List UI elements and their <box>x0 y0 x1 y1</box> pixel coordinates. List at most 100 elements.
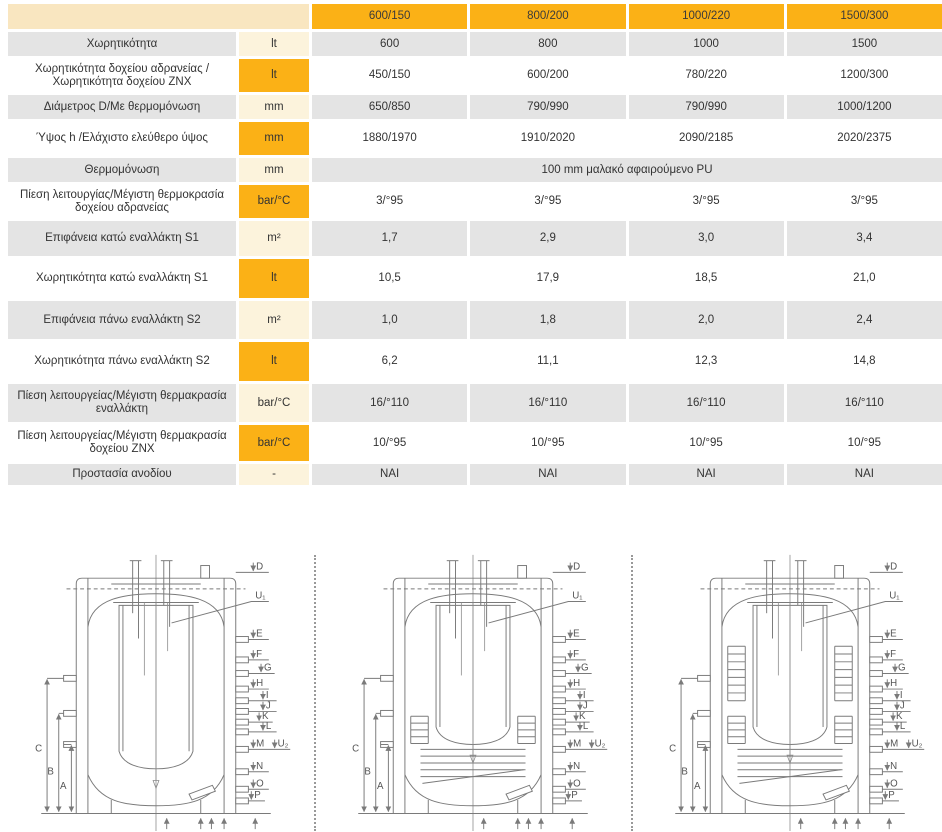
port-label-f: F <box>890 649 896 660</box>
port-label-f: F <box>573 649 579 660</box>
port-label-e: E <box>256 629 263 640</box>
spec-value: 1200/300 <box>786 59 942 92</box>
port-label-h: H <box>573 678 580 689</box>
port-label-u2: U₂ <box>278 738 289 749</box>
spec-row-label: Επιφάνεια κατώ εναλλάκτη S1 <box>8 221 236 256</box>
table-row: Πίεση λειτουργείας/Μέγιστη θερμακρασία δ… <box>8 425 942 461</box>
port-label-d: D <box>256 561 263 572</box>
jacket-outline <box>709 577 871 815</box>
port-label-u2: U₂ <box>912 738 923 749</box>
spec-value: 650/850 <box>312 95 468 119</box>
spec-value: 2090/2185 <box>628 122 784 155</box>
spec-value: 10/°95 <box>312 425 468 461</box>
spec-unit: - <box>239 464 309 485</box>
port-label-p: P <box>571 790 577 801</box>
table-row: Επιφάνεια πάνω εναλλάκτη S2 m² 1,0 1,8 2… <box>8 301 942 339</box>
spec-row-label: Προστασία ανοδίου <box>8 464 236 485</box>
port-label-l: L <box>583 721 589 732</box>
table-row: Θερμομόνωση mm 100 mm μαλακό αφαιρούμενο… <box>8 158 942 182</box>
port-label-g: G <box>898 663 906 674</box>
port-label-n: N <box>256 761 263 772</box>
port-label-n: N <box>890 761 897 772</box>
spec-value: 3/°95 <box>628 185 784 218</box>
spec-value: 1880/1970 <box>312 122 468 155</box>
port-label-h: H <box>890 678 897 689</box>
spec-value: 12,3 <box>628 342 784 381</box>
spec-unit: m² <box>239 221 309 256</box>
column-header-model: 800/200 <box>470 4 626 29</box>
spec-value: 14,8 <box>786 342 942 381</box>
spec-value: 790/990 <box>628 95 784 119</box>
port-label-o: O <box>890 778 898 789</box>
dim-label-b: B <box>364 767 370 778</box>
spec-unit: mm <box>239 158 309 182</box>
spec-unit: bar/°C <box>239 384 309 422</box>
spec-value: 6,2 <box>312 342 468 381</box>
jacket-outline <box>392 577 554 815</box>
spec-value: 800 <box>470 32 626 56</box>
spec-value: 3,0 <box>628 221 784 256</box>
spec-row-label: Χωρητικότητα δοχείου αδρανείας /Χωρητικό… <box>8 59 236 92</box>
spec-value: ΝΑΙ <box>470 464 626 485</box>
port-label-m: M <box>890 738 898 749</box>
spec-value: 2,9 <box>470 221 626 256</box>
port-label-u1: U₁ <box>572 591 583 602</box>
spec-value: 21,0 <box>786 259 942 298</box>
port-label-u1: U₁ <box>255 591 266 602</box>
spec-row-label: Ύψος h /Ελάχιστο ελεύθερο ύψος <box>8 122 236 155</box>
port-label-o: O <box>256 778 264 789</box>
spec-value: 1910/2020 <box>470 122 626 155</box>
port-label-k: K <box>896 711 903 722</box>
spec-table: 600/150 800/200 1000/220 1500/300 Χωρητι… <box>8 4 942 485</box>
spec-value: 3/°95 <box>312 185 468 218</box>
port-label-j: J <box>900 701 905 712</box>
spec-value: 16/°110 <box>786 384 942 422</box>
top-port-stub <box>517 565 527 579</box>
spec-unit: lt <box>239 59 309 92</box>
drain-stub <box>822 784 851 801</box>
spec-value: 600 <box>312 32 468 56</box>
spec-value: 450/150 <box>312 59 468 92</box>
spec-row-label: Χωρητικότητα κατώ εναλλάκτη S1 <box>8 259 236 298</box>
spec-unit: mm <box>239 122 309 155</box>
spec-value: 780/220 <box>628 59 784 92</box>
spec-unit: lt <box>239 259 309 298</box>
spec-value: 10/°95 <box>786 425 942 461</box>
spec-value: 2020/2375 <box>786 122 942 155</box>
table-row: Χωρητικότητα lt 600 800 1000 1500 <box>8 32 942 56</box>
dim-label-c: C <box>35 743 42 754</box>
dim-label-b: B <box>47 767 53 778</box>
port-label-i: I <box>900 690 903 701</box>
upper-coil <box>727 645 853 702</box>
port-label-p: P <box>254 790 260 801</box>
spec-unit: mm <box>239 95 309 119</box>
dim-label-a: A <box>60 781 67 792</box>
port-label-h: H <box>256 678 263 689</box>
table-row: Ύψος h /Ελάχιστο ελεύθερο ύψος mm 1880/1… <box>8 122 942 155</box>
spec-value: 790/990 <box>470 95 626 119</box>
dim-label-c: C <box>352 743 359 754</box>
port-label-k: K <box>262 711 269 722</box>
spec-value: 10/°95 <box>470 425 626 461</box>
spec-value: 1000/1200 <box>786 95 942 119</box>
spec-value: ΝΑΙ <box>312 464 468 485</box>
spec-value-span: 100 mm μαλακό αφαιρούμενο PU <box>312 158 942 182</box>
tank-diagram-lower-coil: D U₁ E F G H I J K L <box>352 554 608 832</box>
jacket-outline <box>75 577 237 815</box>
port-label-p: P <box>888 790 894 801</box>
port-label-k: K <box>579 711 586 722</box>
port-label-u2: U₂ <box>595 738 606 749</box>
spec-row-label: Επιφάνεια πάνω εναλλάκτη S2 <box>8 301 236 339</box>
port-label-e: E <box>890 629 897 640</box>
spec-unit: bar/°C <box>239 425 309 461</box>
spec-value: 1000 <box>628 32 784 56</box>
spec-value: 16/°110 <box>312 384 468 422</box>
spec-value: 17,9 <box>470 259 626 298</box>
port-label-m: M <box>256 738 264 749</box>
spec-value: 10/°95 <box>628 425 784 461</box>
spec-row-label: Διάμετρος D/Με θερμομόνωση <box>8 95 236 119</box>
dim-label-a: A <box>694 781 701 792</box>
vessel-dome-top <box>87 593 225 627</box>
port-label-l: L <box>900 721 906 732</box>
spec-value: 16/°110 <box>470 384 626 422</box>
